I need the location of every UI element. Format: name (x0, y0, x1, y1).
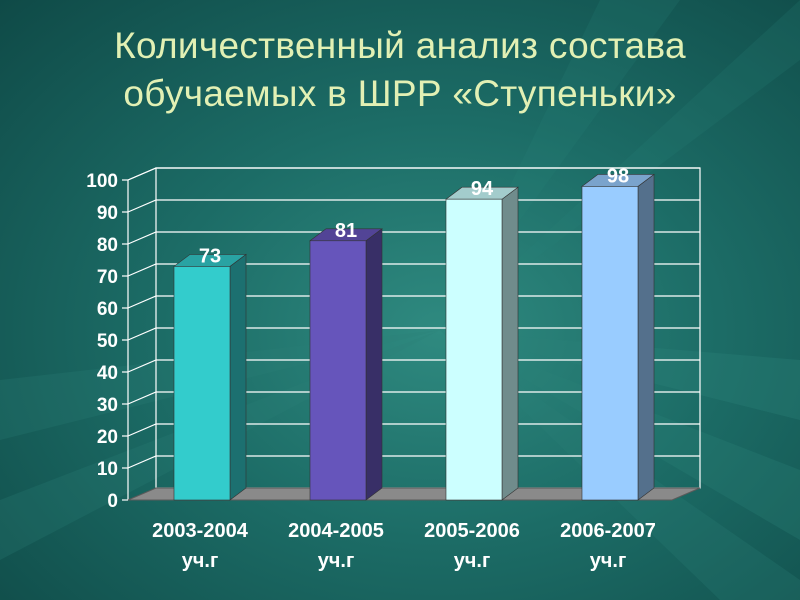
title-line-1: Количественный анализ состава (114, 25, 686, 66)
bar-3 (445, 198, 503, 501)
y-tick-label-10: 10 (97, 459, 118, 480)
gridline-30 (127, 391, 700, 405)
x-tick-label-3-line-2: уч.г (454, 550, 491, 572)
x-tick-label-4-line-1: 2006-2007 (560, 520, 656, 542)
y-tick-label-100: 100 (86, 171, 118, 192)
y-tick-label-70: 70 (97, 267, 118, 288)
y-tick-label-90: 90 (97, 203, 118, 224)
bar-side-4 (637, 173, 655, 501)
slide-title: Количественный анализ состава обучаемых … (0, 22, 800, 118)
gridline-80 (127, 231, 700, 245)
bar-1 (173, 266, 231, 501)
gridline-60 (127, 295, 700, 309)
gridline-20 (127, 423, 700, 437)
y-tick-label-20: 20 (97, 427, 118, 448)
bar-2 (309, 240, 367, 501)
data-label-4: 98 (607, 165, 629, 187)
x-tick-label-1-line-1: 2003-2004 (152, 520, 249, 542)
gridline-70 (127, 263, 700, 277)
y-tick-label-50: 50 (97, 331, 118, 352)
data-label-3: 94 (471, 178, 494, 200)
x-tick-label-2-line-2: уч.г (318, 550, 355, 572)
bar-side-3 (501, 186, 519, 501)
data-label-2: 81 (335, 220, 357, 242)
bar-side-1 (229, 253, 247, 501)
data-label-1: 73 (199, 245, 221, 267)
bar-side-2 (365, 228, 383, 501)
gridline-90 (127, 199, 700, 213)
y-tick-label-30: 30 (97, 395, 118, 416)
y-tick-label-40: 40 (97, 363, 118, 384)
x-tick-label-3-line-1: 2005-2006 (424, 520, 520, 542)
x-tick-label-2-line-1: 2004-2005 (288, 520, 384, 542)
gridline-50 (127, 327, 700, 341)
x-tick-label-1-line-2: уч.г (182, 550, 219, 572)
gridline-10 (127, 455, 700, 469)
y-tick-label-60: 60 (97, 299, 118, 320)
gridline-100 (127, 167, 700, 181)
title-line-2: обучаемых в ШРР «Ступеньки» (123, 73, 677, 114)
gridline-40 (127, 359, 700, 373)
y-tick-label-80: 80 (97, 235, 118, 256)
bar-4 (581, 186, 639, 501)
x-tick-label-4-line-2: уч.г (590, 550, 627, 572)
y-tick-label-0: 0 (107, 491, 118, 512)
